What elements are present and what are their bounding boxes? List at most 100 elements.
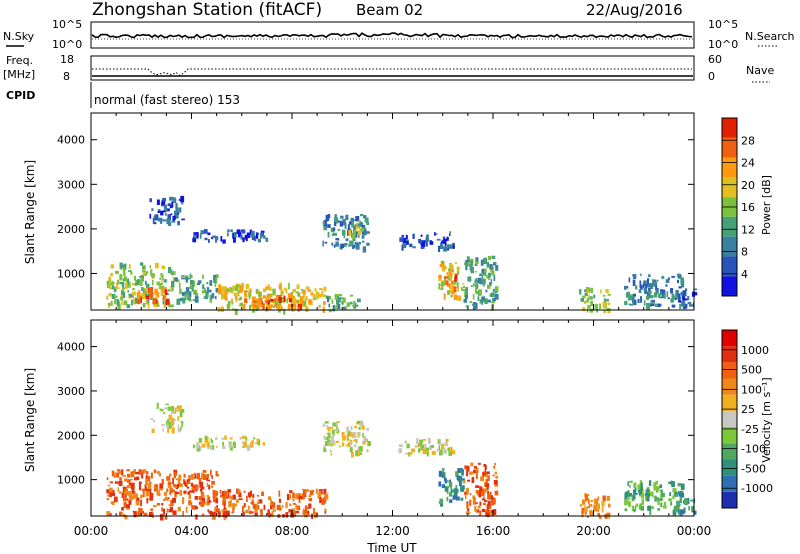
echo-region-7 xyxy=(192,229,269,244)
echo-cell xyxy=(591,287,594,294)
echo-cell xyxy=(203,229,208,234)
echo-cell xyxy=(442,264,446,269)
echo-cell xyxy=(484,464,487,470)
echo-cell xyxy=(655,480,658,485)
echo-cell xyxy=(135,471,139,475)
echo-cell xyxy=(478,491,482,498)
echo-cell xyxy=(173,471,177,479)
echo-cell xyxy=(196,283,200,286)
echo-cell xyxy=(624,508,628,512)
echo-cell xyxy=(307,510,310,515)
echo-cell xyxy=(653,279,657,284)
echo-cell xyxy=(303,489,307,495)
echo-cell xyxy=(472,305,476,310)
echo-cell xyxy=(491,304,494,311)
echo-cell xyxy=(469,493,472,496)
echo-cell xyxy=(245,509,249,513)
echo-cell xyxy=(162,210,167,213)
echo-cell xyxy=(213,490,218,497)
echo-cell xyxy=(669,492,671,497)
echo-cell xyxy=(645,295,650,300)
echo-cell xyxy=(322,294,326,298)
echo-cell xyxy=(607,302,611,305)
echo-cell xyxy=(334,422,338,426)
echo-cell xyxy=(643,280,647,287)
echo-cell xyxy=(670,501,673,506)
echo-cell xyxy=(210,440,214,444)
echo-cell xyxy=(639,491,642,495)
echo-cell xyxy=(587,494,590,496)
ytick-label: 3000 xyxy=(57,385,85,398)
echo-cell xyxy=(138,289,140,296)
echo-cell xyxy=(339,445,341,448)
echo-cell xyxy=(330,452,333,456)
echo-cell xyxy=(178,207,182,213)
echo-cell xyxy=(189,273,192,280)
echo-cell xyxy=(606,495,610,501)
echo-cell xyxy=(682,296,685,300)
echo-cell xyxy=(172,286,174,291)
echo-cell xyxy=(195,292,199,299)
echo-cell xyxy=(363,215,367,219)
echo-cell xyxy=(246,495,248,503)
echo-cell xyxy=(206,494,209,497)
echo-cell xyxy=(280,289,284,296)
echo-cell xyxy=(181,420,184,427)
echo-cell xyxy=(169,196,174,201)
echo-cell xyxy=(470,267,474,274)
echo-cell xyxy=(464,291,468,297)
echo-cell xyxy=(628,501,631,507)
echo-cell xyxy=(159,483,164,489)
echo-cell xyxy=(209,280,213,286)
echo-cell xyxy=(215,498,219,504)
colorbar-swatch xyxy=(722,362,737,379)
echo-cell xyxy=(301,296,304,299)
echo-cell xyxy=(653,292,657,298)
echo-cell xyxy=(585,300,588,303)
echo-cell xyxy=(265,300,268,303)
echo-cell xyxy=(412,233,415,239)
echo-cell xyxy=(199,233,202,239)
echo-cell xyxy=(362,246,367,253)
echo-cell xyxy=(349,441,352,448)
echo-cell xyxy=(157,211,161,213)
echo-cell xyxy=(440,243,444,249)
echo-cell xyxy=(254,442,257,444)
echo-cell xyxy=(353,244,356,248)
echo-cell xyxy=(295,493,299,500)
echo-cell xyxy=(132,291,136,296)
echo-cell xyxy=(485,274,488,279)
echo-cell xyxy=(223,286,227,293)
echo-cell xyxy=(487,475,490,482)
echo-cell xyxy=(690,499,693,502)
echo-cell xyxy=(167,406,172,411)
echo-cell xyxy=(136,497,140,501)
echo-cell xyxy=(466,259,470,263)
echo-cell xyxy=(438,470,443,477)
velocity-colorbar-label: Velocity [m s⁻¹] xyxy=(760,377,773,462)
echo-cell xyxy=(363,435,367,442)
echo-cell xyxy=(332,227,336,231)
echo-cell xyxy=(681,281,685,288)
echo-cell xyxy=(471,477,474,483)
echo-cell xyxy=(208,484,211,490)
echo-cell xyxy=(475,485,480,488)
echo-cell xyxy=(361,425,365,430)
echo-cell xyxy=(212,235,217,239)
echo-cell xyxy=(215,277,218,284)
echo-cell xyxy=(134,283,138,285)
echo-cell xyxy=(170,285,173,292)
echo-cell xyxy=(425,235,429,242)
echo-cell xyxy=(474,287,478,294)
colorbar-tick-label: 24 xyxy=(741,157,755,170)
echo-cell xyxy=(127,278,130,285)
echo-cell xyxy=(107,494,109,497)
echo-cell xyxy=(295,504,298,509)
echo-cell xyxy=(493,509,497,515)
echo-cell xyxy=(443,293,446,300)
echo-cell xyxy=(448,492,453,497)
echo-cell xyxy=(239,437,243,440)
echo-region-2 xyxy=(174,273,219,305)
echo-cell xyxy=(182,511,184,517)
